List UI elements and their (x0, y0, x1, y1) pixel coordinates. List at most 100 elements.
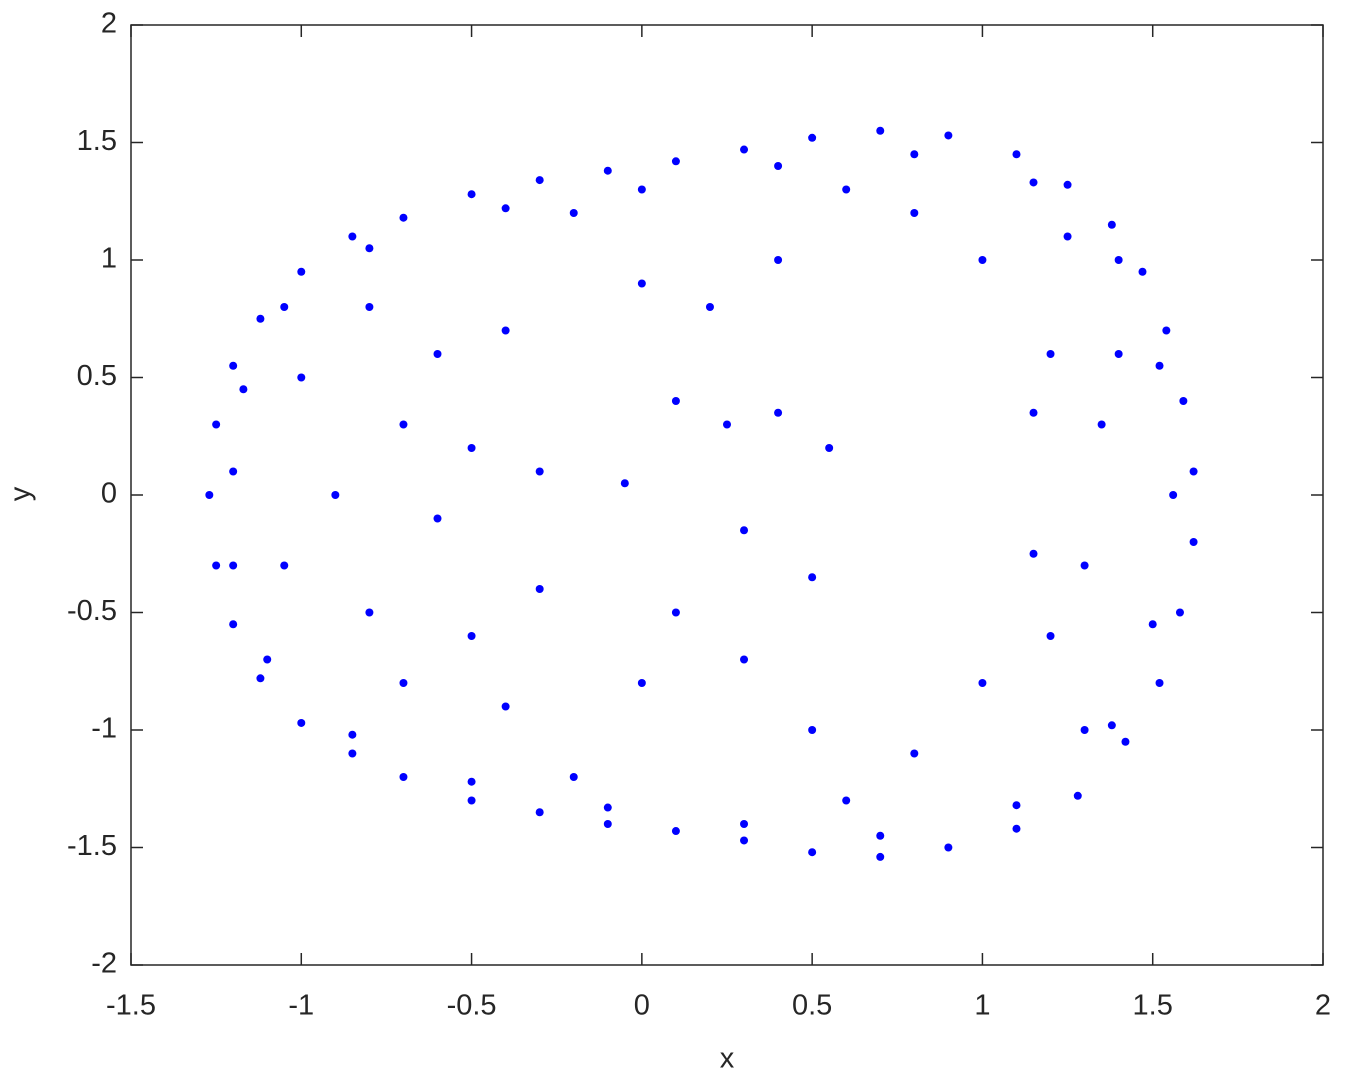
x-tick-label: 1 (974, 990, 990, 1022)
point (1155, 679, 1164, 687)
y-tick-label: -1.5 (67, 830, 117, 862)
point (978, 256, 987, 264)
x-tick-label: 0 (634, 990, 650, 1022)
point (1029, 549, 1038, 558)
point (256, 674, 265, 683)
point (212, 420, 221, 429)
point (842, 185, 851, 194)
point (910, 209, 919, 217)
point (399, 773, 408, 781)
point (1063, 232, 1072, 241)
y-tick-label: 1.5 (77, 125, 117, 157)
point (637, 679, 646, 687)
point (774, 162, 783, 170)
point (774, 408, 783, 417)
point (910, 150, 919, 159)
point (535, 808, 544, 817)
point (280, 561, 289, 570)
point (603, 803, 612, 812)
point (808, 573, 817, 582)
y-tick-label: 2 (101, 8, 117, 40)
x-tick-label: 2 (1315, 990, 1331, 1022)
point (467, 632, 476, 640)
point (399, 420, 408, 429)
point (603, 820, 612, 828)
point (467, 777, 476, 786)
point (1169, 491, 1178, 499)
point (467, 444, 476, 452)
point (723, 420, 731, 429)
point (671, 827, 680, 836)
point (1029, 178, 1038, 187)
point (1063, 180, 1072, 189)
point (808, 133, 817, 142)
point (501, 326, 510, 335)
point (1046, 350, 1055, 358)
y-tick-label: 0.5 (77, 360, 117, 392)
plot-frame (130, 24, 1324, 966)
point (1107, 220, 1116, 229)
x-tick-label: 0.5 (792, 990, 832, 1022)
point (1189, 538, 1198, 546)
point (569, 209, 578, 217)
point (671, 157, 680, 166)
point (1189, 467, 1198, 476)
point (280, 303, 289, 311)
point (297, 718, 306, 727)
point (774, 256, 783, 264)
x-tick-label: -1.5 (106, 990, 156, 1022)
point (331, 491, 340, 499)
point (1162, 326, 1171, 335)
point (297, 267, 306, 276)
point (501, 204, 510, 213)
point (1179, 397, 1188, 405)
point (944, 843, 953, 852)
point (348, 232, 357, 241)
point (1080, 561, 1089, 570)
point (808, 848, 817, 857)
point (1080, 726, 1089, 734)
point (1175, 608, 1184, 617)
point (740, 145, 749, 154)
point (876, 831, 885, 840)
point (637, 185, 646, 194)
point (205, 491, 214, 499)
point (399, 213, 408, 222)
point (467, 190, 476, 199)
point (433, 350, 442, 358)
point (535, 585, 544, 593)
point (620, 479, 629, 488)
point (637, 279, 646, 288)
point (603, 166, 612, 175)
point (229, 467, 238, 476)
point (467, 796, 476, 805)
point (1012, 824, 1021, 833)
point (229, 361, 238, 370)
y-tick-label: 1 (101, 243, 117, 275)
point (1148, 620, 1157, 629)
point (740, 836, 749, 845)
point (365, 608, 374, 617)
point (348, 749, 357, 758)
y-tick-label: -0.5 (67, 595, 117, 627)
point (256, 314, 265, 323)
point (740, 526, 749, 535)
point (229, 561, 238, 570)
point (1046, 632, 1055, 640)
point (978, 679, 987, 687)
point (1012, 801, 1021, 810)
point (1107, 721, 1116, 730)
point (229, 620, 238, 629)
point (535, 467, 544, 476)
point (1114, 350, 1123, 358)
y-tick-label: -2 (91, 948, 117, 980)
point (263, 655, 272, 664)
point (535, 176, 544, 185)
y-axis-label: y (5, 486, 37, 501)
point (365, 244, 374, 253)
point (1155, 361, 1164, 370)
point (212, 561, 221, 570)
y-tick-label: -1 (91, 713, 117, 745)
x-axis-label: x (720, 1043, 735, 1075)
